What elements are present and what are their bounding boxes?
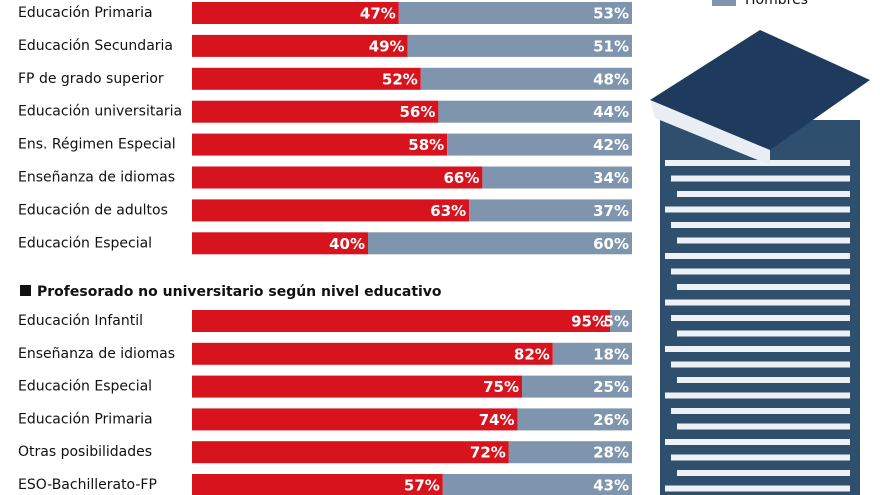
bar-segment	[192, 133, 448, 156]
legend-swatch	[712, 0, 736, 6]
chart-title: Profesorado no universitario según nivel…	[37, 284, 442, 300]
value-label: 42%	[593, 136, 629, 154]
category-label: Educación universitaria	[18, 104, 182, 120]
value-label: 60%	[593, 235, 629, 253]
bar-segment	[192, 342, 553, 365]
value-label: 48%	[593, 70, 629, 88]
category-label: Ens. Régimen Especial	[18, 137, 176, 153]
bar-segment	[469, 199, 632, 222]
bar-segment	[610, 310, 632, 332]
bar-segment	[368, 232, 632, 255]
section-marker	[20, 285, 31, 296]
bar-segment	[192, 100, 439, 123]
bar-segment	[192, 199, 470, 222]
value-label: 5%	[604, 313, 629, 331]
value-label: 43%	[593, 477, 629, 495]
value-label: 18%	[593, 345, 629, 363]
category-label: Educación Primaria	[18, 5, 153, 21]
category-label: Educación de adultos	[18, 202, 168, 218]
value-label: 52%	[382, 70, 418, 88]
category-label: Educación Especial	[18, 379, 152, 395]
value-label: 57%	[404, 477, 440, 495]
bar-segment	[192, 408, 518, 431]
category-label: Educación Infantil	[18, 313, 143, 329]
bar-segment	[447, 133, 632, 156]
bar-segment	[192, 441, 509, 464]
bar-segment	[508, 441, 632, 464]
bar-segment	[407, 34, 632, 57]
bar-segment	[482, 166, 632, 189]
category-label: Educación Secundaria	[18, 38, 173, 54]
bar-segment	[192, 67, 421, 90]
book-stack	[650, 30, 870, 495]
value-label: 49%	[369, 37, 405, 55]
value-label: 82%	[514, 345, 550, 363]
bar-segment	[517, 408, 632, 431]
bar-segment	[192, 474, 443, 495]
value-label: 66%	[443, 169, 479, 187]
value-label: 56%	[399, 103, 435, 121]
value-label: 95%	[571, 313, 607, 331]
value-label: 25%	[593, 378, 629, 396]
category-label: Otras posibilidades	[18, 444, 152, 460]
category-label: ESO-Bachillerato-FP	[18, 477, 157, 493]
value-label: 51%	[593, 37, 629, 55]
category-label: Enseñanza de idiomas	[18, 170, 175, 186]
bar-segment	[398, 2, 632, 24]
value-label: 58%	[408, 136, 444, 154]
bar-segment	[192, 2, 399, 24]
value-label: 72%	[470, 444, 506, 462]
bar-segment	[420, 67, 632, 90]
category-label: FP de grado superior	[18, 71, 164, 87]
value-label: 44%	[593, 103, 629, 121]
value-label: 34%	[593, 169, 629, 187]
bar-segment	[192, 34, 408, 57]
value-label: 28%	[593, 444, 629, 462]
bar-segment	[192, 310, 610, 332]
value-label: 47%	[360, 5, 396, 23]
value-label: 40%	[329, 235, 365, 253]
category-label: Enseñanza de idiomas	[18, 346, 175, 362]
value-label: 26%	[593, 411, 629, 429]
bar-segment	[192, 232, 368, 255]
bar-segment	[442, 474, 632, 495]
value-label: 75%	[483, 378, 519, 396]
category-label: Educación Especial	[18, 235, 152, 251]
legend-label: Hombres	[745, 0, 808, 8]
value-label: 63%	[430, 202, 466, 220]
value-label: 53%	[593, 5, 629, 23]
bar-segment	[438, 100, 632, 123]
bar-segment	[522, 375, 632, 398]
value-label: 37%	[593, 202, 629, 220]
bar-segment	[552, 342, 632, 365]
category-label: Educación Primaria	[18, 411, 153, 427]
bar-segment	[192, 166, 483, 189]
bar-segment	[192, 375, 522, 398]
value-label: 74%	[479, 411, 515, 429]
